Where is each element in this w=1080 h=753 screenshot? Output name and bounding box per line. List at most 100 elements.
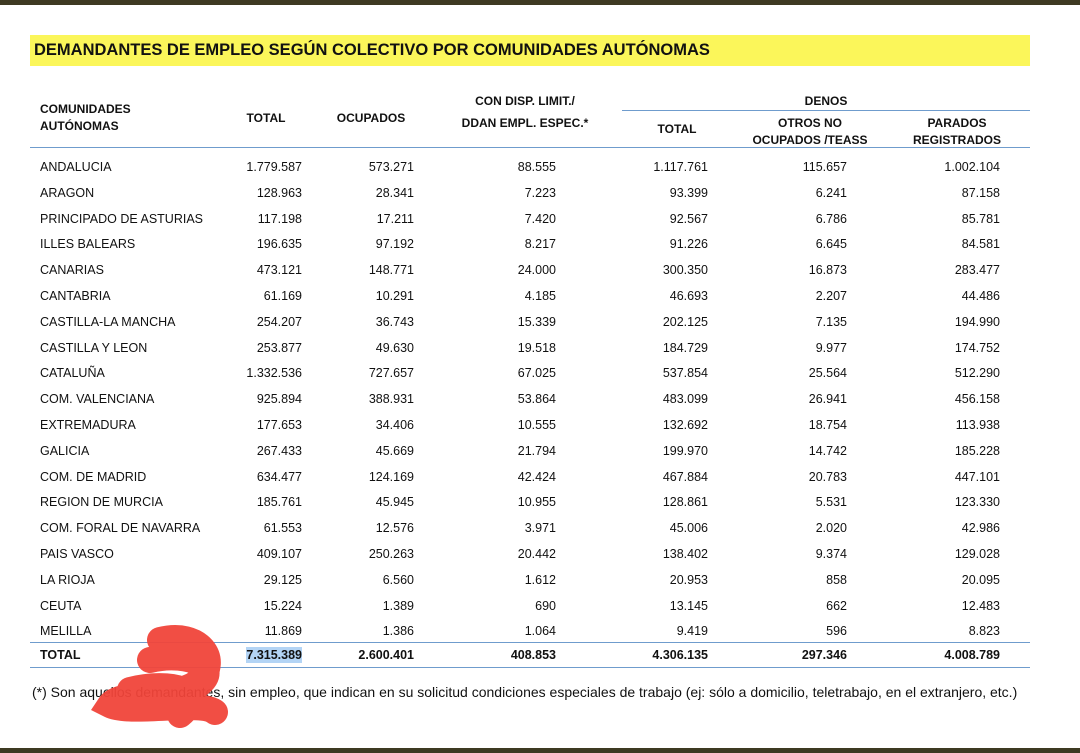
cell-value: 115.657 (802, 160, 847, 174)
cell-value: 596 (826, 624, 847, 639)
cell-value: 194.990 (954, 314, 1000, 329)
cell-value: 128.861 (662, 495, 708, 510)
cell-region: CEUTA (40, 598, 82, 613)
cell-value: 148.771 (368, 263, 414, 278)
cell-value: 84.581 (961, 237, 1000, 252)
cell-value: 1.389 (382, 598, 414, 613)
total-value: 4.008.789 (944, 648, 1000, 662)
cell-value: 512.290 (954, 366, 1000, 381)
header-total: TOTAL (246, 111, 286, 125)
cell-value: 254.207 (256, 314, 302, 329)
header-denos-total: TOTAL (657, 122, 697, 136)
cell-value: 177.653 (256, 418, 302, 432)
cell-region: ILLES BALEARS (40, 237, 136, 252)
cell-value: 1.612 (524, 572, 556, 587)
rule (30, 642, 1030, 643)
cell-value: 34.406 (375, 418, 414, 432)
rule (30, 667, 1030, 668)
cell-value: 10.955 (517, 495, 556, 510)
cell-region: CASTILLA-LA MANCHA (40, 314, 176, 329)
cell-value: 1.779.587 (246, 160, 302, 174)
cell-value: 113.938 (955, 418, 1000, 432)
cell-value: 662 (826, 598, 847, 613)
cell-value: 128.963 (256, 185, 302, 200)
cell-value: 61.169 (263, 289, 302, 303)
cell-value: 6.560 (382, 572, 414, 587)
cell-value: 20.783 (808, 469, 847, 484)
cell-value: 267.433 (256, 443, 302, 458)
cell-value: 253.877 (256, 340, 302, 355)
cell-value: 42.424 (517, 469, 556, 484)
cell-value: 300.350 (662, 263, 708, 278)
cell-value: 19.518 (517, 340, 556, 355)
red-scribble (90, 625, 228, 728)
cell-value: 87.158 (961, 185, 1000, 200)
cell-value: 129.028 (954, 547, 1000, 561)
cell-value: 1.332.536 (246, 366, 302, 381)
cell-value: 15.224 (263, 598, 302, 613)
cell-value: 634.477 (256, 469, 302, 484)
cell-value: 97.192 (375, 237, 414, 252)
cell-value: 447.101 (954, 469, 1000, 484)
cell-value: 123.330 (954, 495, 1000, 510)
cell-value: 858 (826, 572, 847, 587)
header-otros: OTROS NO (777, 116, 843, 130)
cell-region: LA RIOJA (40, 572, 95, 587)
cell-value: 15.339 (517, 314, 556, 329)
cell-region: CATALUÑA (40, 366, 105, 381)
cell-value: 18.754 (808, 418, 847, 432)
cell-value: 67.025 (517, 366, 556, 381)
cell-value: 29.125 (263, 572, 302, 587)
header-parados: REGISTRADOS (912, 133, 1002, 147)
cell-value: 61.553 (263, 521, 302, 536)
cell-value: 14.742 (808, 443, 847, 458)
cell-value: 49.630 (375, 340, 414, 355)
cell-value: 20.095 (961, 572, 1000, 587)
cell-region: PRINCIPADO DE ASTURIAS (40, 211, 203, 226)
title: DEMANDANTES DE EMPLEO SEGÚN COLECTIVO PO… (30, 35, 1030, 66)
cell-value: 196.635 (256, 237, 302, 252)
header-denos: DENOS (804, 94, 848, 108)
cell-value: 199.970 (662, 443, 708, 458)
cell-value: 473.121 (256, 263, 302, 278)
cell-value: 10.555 (517, 418, 556, 432)
cell-value: 9.977 (815, 340, 847, 355)
cell-value: 21.794 (517, 443, 556, 458)
cell-value: 9.374 (815, 547, 847, 561)
cell-region: COM. DE MADRID (40, 469, 147, 484)
cell-value: 6.241 (815, 185, 847, 200)
cell-value: 17.211 (376, 211, 414, 226)
cell-value: 250.263 (368, 547, 414, 561)
cell-value: 117.198 (257, 211, 302, 226)
cell-value: 91.226 (669, 237, 708, 252)
cell-region: CASTILLA Y LEON (40, 340, 148, 355)
cell-value: 1.386 (382, 624, 414, 639)
cell-value: 8.217 (524, 237, 556, 252)
cell-value: 88.555 (517, 160, 556, 174)
cell-value: 7.420 (524, 211, 556, 226)
cell-value: 92.567 (669, 211, 708, 226)
cell-region: REGION DE MURCIA (40, 495, 163, 510)
cell-value: 11.869 (264, 624, 302, 639)
cell-value: 283.477 (954, 263, 1000, 278)
header-con-disp: CON DISP. LIMIT./ (475, 94, 575, 108)
top-bar (0, 0, 1080, 5)
header-region: COMUNIDADES (40, 102, 131, 116)
cell-value: 184.729 (662, 340, 708, 355)
total-value: 408.853 (510, 648, 556, 662)
cell-value: 85.781 (961, 211, 1000, 226)
total-label: TOTAL (40, 648, 81, 662)
cell-value: 388.931 (368, 392, 414, 407)
cell-value: 45.006 (669, 521, 708, 536)
cell-value: 174.752 (954, 340, 1000, 355)
cell-value: 45.945 (375, 495, 414, 510)
cell-value: 1.002.104 (944, 160, 1000, 174)
cell-value: 25.564 (808, 366, 847, 381)
cell-region: EXTREMADURA (40, 418, 136, 432)
cell-value: 9.419 (676, 624, 708, 639)
cell-value: 483.099 (662, 392, 708, 407)
cell-value: 44.486 (961, 289, 1000, 303)
cell-value: 10.291 (375, 289, 414, 303)
cell-value: 12.483 (961, 598, 1000, 613)
